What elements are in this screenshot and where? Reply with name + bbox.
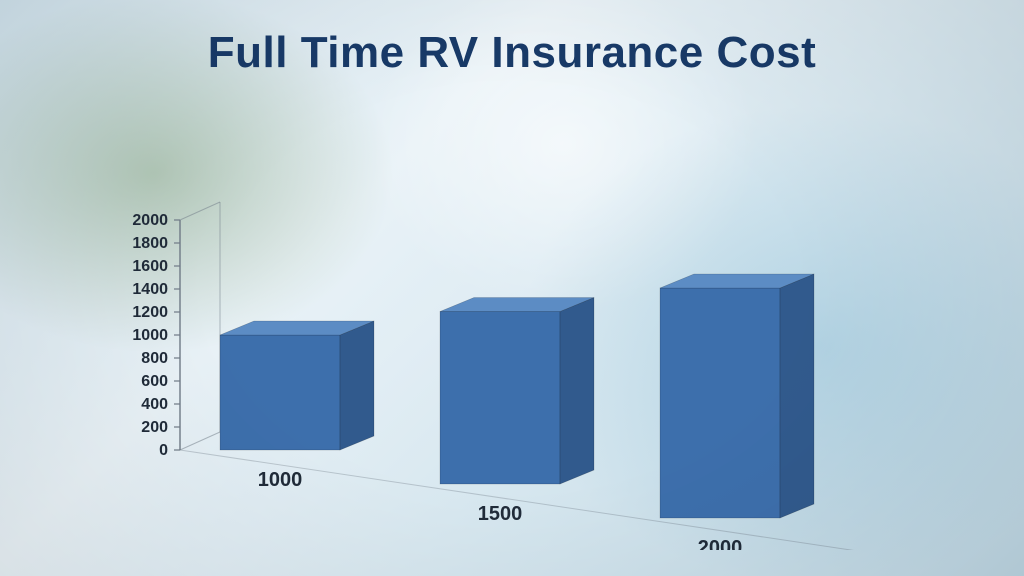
bar-front xyxy=(220,335,340,450)
y-tick-label: 1800 xyxy=(132,235,168,252)
x-category-label: 2000 xyxy=(698,537,743,550)
bar-front xyxy=(660,288,780,518)
bar-chart-3d: 0 200 400 600 800 1000 1200 1400 1600 1800 2000 10… xyxy=(70,120,970,550)
y-tick-label: 1200 xyxy=(132,304,168,321)
y-tick-label: 2000 xyxy=(132,212,168,229)
bar-front xyxy=(440,312,560,485)
y-tick-label: 400 xyxy=(141,396,168,413)
x-category-label: 1500 xyxy=(478,503,523,525)
y-tick-label: 800 xyxy=(141,350,168,367)
y-tick-label: 1000 xyxy=(132,327,168,344)
y-tick-label: 1600 xyxy=(132,258,168,275)
y-tick-label: 1400 xyxy=(132,281,168,298)
x-category-label: 1000 xyxy=(258,469,303,491)
y-tick-label: 0 xyxy=(159,442,168,459)
chart-svg: 0 200 400 600 800 1000 1200 1400 1600 1800 2000 10… xyxy=(70,120,970,550)
y-ticks: 0 200 400 600 800 1000 1200 1400 1600 1800 2000 xyxy=(132,212,180,459)
y-tick-label: 200 xyxy=(141,419,168,436)
bar-side xyxy=(340,321,374,450)
y-tick-label: 600 xyxy=(141,373,168,390)
bar-side xyxy=(780,274,814,518)
bar-side xyxy=(560,298,594,485)
chart-card: Full Time RV Insurance Cost 0 200 400 600 80… xyxy=(0,0,1024,576)
bars-group xyxy=(220,274,814,518)
chart-title: Full Time RV Insurance Cost xyxy=(0,28,1024,78)
